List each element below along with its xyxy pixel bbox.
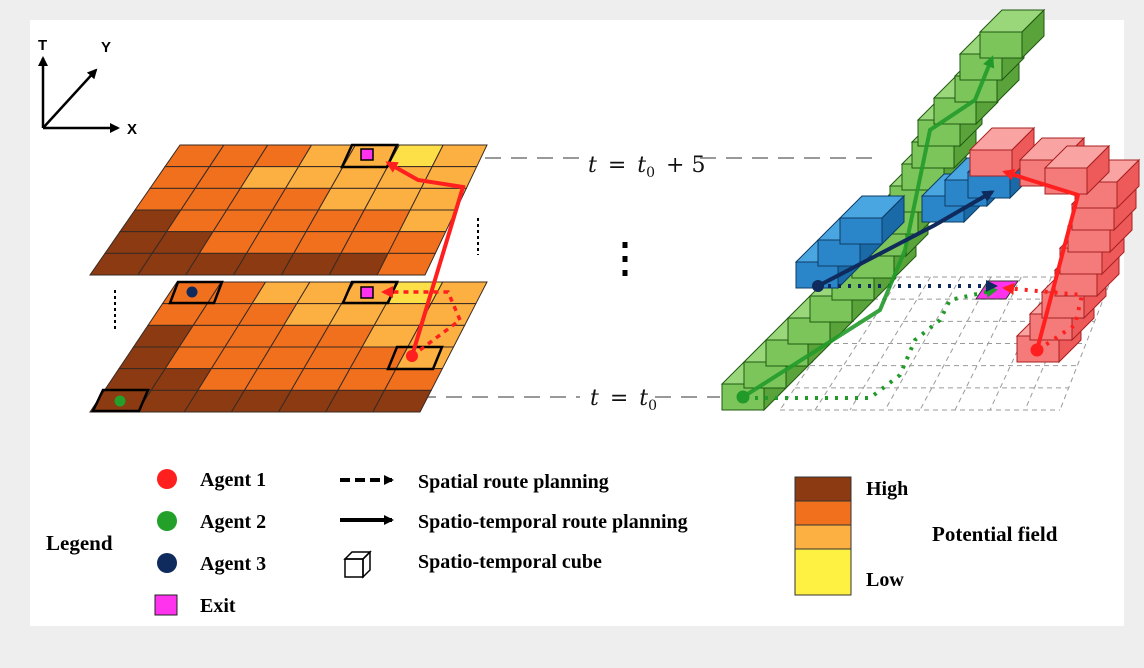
- legend-cube-label: Spatio-temporal cube: [418, 551, 602, 573]
- agent3-start-left: [186, 286, 198, 298]
- axis-indicator: T Y X: [38, 37, 137, 138]
- exit-marker-top: [360, 148, 374, 161]
- right-routes: [736, 55, 1085, 404]
- grid-line: [1059, 276, 1113, 411]
- legend-title: Legend: [46, 531, 113, 555]
- potential-swatch-low: [794, 548, 852, 596]
- agent1-start-right: [1030, 343, 1044, 357]
- field-cell: [376, 252, 437, 276]
- potential-swatch-2: [794, 500, 852, 526]
- time-label-bottom: t = t0: [590, 386, 657, 414]
- agent3-spatiotemporal-route-right: [817, 190, 995, 288]
- grid-line: [954, 276, 1022, 411]
- legend-exit-swatch: [154, 594, 178, 616]
- legend-agent2-dot: [157, 511, 177, 531]
- agent3-start-right: [812, 280, 824, 292]
- potential-low-label: Low: [866, 569, 904, 591]
- ellipsis-dots: [114, 218, 628, 330]
- legend-exit-label: Exit: [200, 595, 236, 617]
- agent2-spatial-route-right: [745, 286, 998, 400]
- legend-spatiotemporal-label: Spatio-temporal route planning: [418, 511, 688, 533]
- axis-label-t: T: [38, 37, 47, 54]
- agent2-spatiotemporal-route-right: [741, 55, 995, 399]
- legend-agent3-label: Agent 3: [200, 553, 266, 575]
- legend-spatial-label: Spatial route planning: [418, 471, 609, 493]
- axis-label-x: X: [127, 121, 137, 138]
- agent1-spatiotemporal-route-left: [385, 161, 466, 357]
- axis-label-y: Y: [101, 39, 111, 56]
- spatiotemporal-cube: [838, 194, 906, 246]
- potential-swatch-high: [794, 476, 852, 502]
- legend-agent1-dot: [157, 469, 177, 489]
- legend-agent3-dot: [157, 553, 177, 573]
- potential-field-title: Potential field: [932, 522, 1058, 546]
- left-routes: [381, 161, 466, 362]
- potential-swatch-3: [794, 524, 852, 550]
- field-cell: [372, 389, 432, 413]
- legend-cube-icon: [343, 550, 372, 579]
- agent2-start-right: [736, 390, 750, 404]
- potential-high-label: High: [866, 478, 908, 500]
- grid-line: [849, 276, 931, 411]
- grid-line: [884, 276, 962, 411]
- spatiotemporal-cube: [978, 8, 1046, 60]
- agent1-start-left: [406, 350, 418, 362]
- legend-agent1-label: Agent 1: [200, 469, 266, 491]
- time-connector-lines: [420, 157, 880, 398]
- legend: Legend Agent 1 Agent 2 Agent 3 Exit Spat…: [46, 469, 1058, 617]
- potential-layer-top: [89, 144, 488, 276]
- left-markers: [91, 143, 444, 413]
- agent2-start-left: [114, 395, 126, 407]
- agent1-spatial-route-right: [1002, 282, 1085, 352]
- exit-marker-bottom: [360, 286, 374, 299]
- grid-line: [919, 276, 992, 411]
- agent1-spatial-route-left: [381, 286, 463, 358]
- legend-agent2-label: Agent 2: [200, 511, 266, 533]
- agent1-spatiotemporal-route-right: [1002, 169, 1081, 351]
- spatiotemporal-cube: [968, 126, 1036, 178]
- time-label-top: t = t0 + 5: [588, 153, 705, 183]
- agent1-cube-chain: [968, 126, 1141, 364]
